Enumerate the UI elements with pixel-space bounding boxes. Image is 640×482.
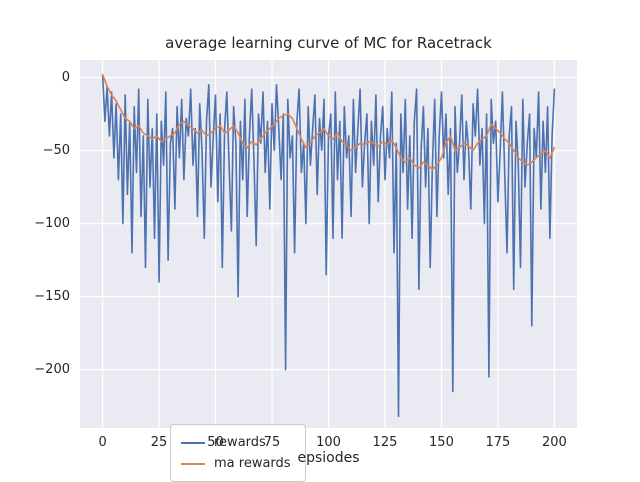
y-tick-label: −100 [34, 215, 70, 231]
legend-item-ma-rewards: ma rewards [181, 453, 291, 474]
legend-label-ma-rewards: ma rewards [214, 456, 291, 471]
legend-label-rewards: rewards [214, 435, 266, 450]
x-tick-label: 25 [150, 435, 168, 450]
x-tick-label: 175 [485, 435, 511, 450]
x-tick-label: 50 [207, 435, 224, 450]
x-tick-label: 0 [98, 435, 107, 450]
y-tick-label: 0 [61, 69, 70, 85]
plot-area: rewards ma rewards [80, 60, 577, 482]
x-tick-label: 100 [316, 435, 341, 450]
legend-item-rewards: rewards [181, 432, 291, 453]
x-axis-label: epsiodes [297, 450, 360, 466]
rewards-line-swatch [181, 441, 205, 444]
plot-canvas [80, 60, 577, 428]
chart-title: average learning curve of MC for Racetra… [165, 34, 492, 52]
legend: rewards ma rewards [170, 424, 306, 482]
y-tick-label: −150 [34, 288, 70, 304]
ma-rewards-line-swatch [181, 462, 205, 465]
x-tick-label: 125 [372, 435, 398, 450]
x-tick-label: 200 [541, 435, 567, 450]
y-tick-label: −50 [42, 142, 70, 158]
y-tick-label: −200 [34, 361, 70, 377]
x-tick-label: 150 [429, 435, 454, 450]
x-tick-label: 75 [263, 435, 281, 450]
